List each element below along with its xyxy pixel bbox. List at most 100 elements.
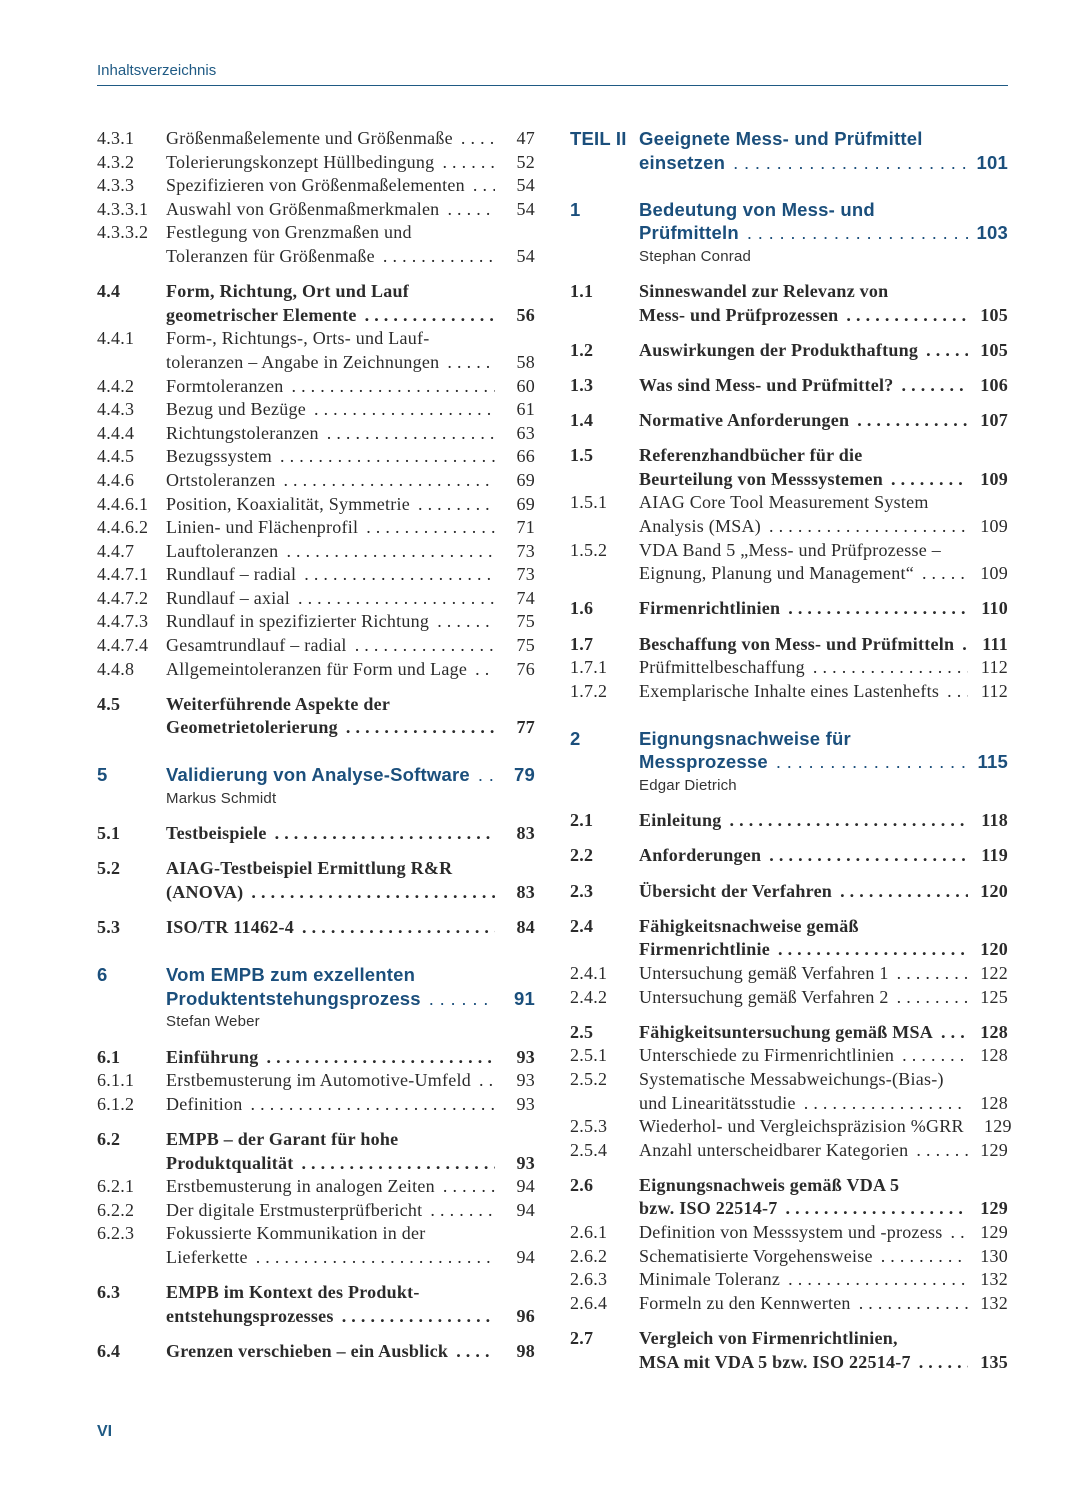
entry-body: Auswirkungen der Produkthaftung 105 (639, 339, 1008, 363)
toc-entry[interactable]: 4.3.1 Größenmaßelemente und Größenmaße 47 (97, 127, 535, 151)
toc-entry[interactable]: 5.2 AIAG-Testbeispiel Ermittlung R&R (ANOV… (97, 857, 535, 904)
dot-leader (933, 1021, 968, 1045)
entry-body: Beschaffung von Mess- und Prüfmitteln 111 (639, 633, 1008, 657)
toc-entry[interactable]: 1.5.1 AIAG Core Tool Measurement System An… (570, 491, 1008, 538)
toc-entry[interactable]: 6.3 EMPB im Kontext des Produkt-entstehun… (97, 1281, 535, 1328)
toc-entry[interactable]: 1.1 Sinneswandel zur Relevanz von Mess- un… (570, 280, 1008, 327)
toc-entry[interactable]: 4.3.3 Spezifizieren von Größenmaßelemente… (97, 174, 535, 198)
toc-entry[interactable]: 4.4.7.2 Rundlauf – axial 74 (97, 587, 535, 611)
entry-title-line: Mess- und Prüfprozessen (639, 304, 839, 325)
toc-entry[interactable]: 1.6 Firmenrichtlinien 110 (570, 597, 1008, 621)
toc-entry[interactable]: 6.2 EMPB – der Garant für hohe Produktqual… (97, 1128, 535, 1175)
toc-entry[interactable]: 2.5 Fähigkeitsuntersuchung gemäß MSA 128 (570, 1021, 1008, 1045)
toc-entry[interactable]: 6.2.3 Fokussierte Kommunikation in der Lie… (97, 1222, 535, 1269)
entry-title-last-line: Normative Anforderungen 107 (639, 409, 1008, 433)
toc-entry[interactable]: 6.1.1 Erstbemusterung im Automotive-Umfel… (97, 1069, 535, 1093)
toc-entry[interactable]: 4.5 Weiterführende Aspekte der Geometrieto… (97, 693, 535, 740)
entry-body: VDA Band 5 „Mess- und Prüfprozesse – Eign… (639, 539, 1008, 586)
toc-entry[interactable]: 2.4.2 Untersuchung gemäß Verfahren 2 125 (570, 986, 1008, 1010)
toc-entry[interactable]: 4.4.8 Allgemeintoleranzen für Form und La… (97, 658, 535, 682)
toc-entry[interactable]: 2.6.4 Formeln zu den Kennwerten 132 (570, 1292, 1008, 1316)
toc-entry[interactable]: 4.4.6 Ortstoleranzen 69 (97, 469, 535, 493)
toc-entry[interactable]: 1.2 Auswirkungen der Produkthaftung 105 (570, 339, 1008, 363)
toc-entry[interactable]: 2.6 Eignungsnachweis gemäß VDA 5 bzw. ISO … (570, 1174, 1008, 1221)
toc-entry[interactable]: 4.3.2 Tolerierungskonzept Hüllbedingung 52 (97, 151, 535, 175)
toc-entry[interactable]: 4.4.6.2 Linien- und Flächenprofil 71 (97, 516, 535, 540)
toc-entry[interactable]: 2.5.1 Unterschiede zu Firmenrichtlinien 12… (570, 1044, 1008, 1068)
entry-body: Übersicht der Verfahren 120 (639, 880, 1008, 904)
toc-entry[interactable]: 2.6.3 Minimale Toleranz 132 (570, 1268, 1008, 1292)
entry-title-line: Geometrietolerierung (166, 717, 338, 738)
toc-entry[interactable]: 6.1 Einführung 93 (97, 1046, 535, 1070)
toc-entry[interactable]: 4.4.2 Formtoleranzen 60 (97, 375, 535, 399)
entry-title-last-line: Spezifizieren von Größenmaßelementen 54 (166, 174, 535, 198)
entry-title-last-line: Auswirkungen der Produkthaftung 105 (639, 339, 1008, 363)
toc-entry[interactable]: 6.1.2 Definition 93 (97, 1093, 535, 1117)
entry-page-number: 96 (516, 1305, 535, 1326)
toc-entry[interactable]: 4.4.3 Bezug und Bezüge 61 (97, 398, 535, 422)
toc-entry[interactable]: 5 Validierung von Analyse-Software 79 Marku… (97, 763, 535, 810)
dot-leader (761, 844, 968, 868)
entry-number: 2.5.2 (570, 1068, 608, 1089)
entry-title-last-line: Definition von Messsystem und -prozess 12… (639, 1221, 1008, 1245)
toc-entry[interactable]: 5.3 ISO/TR 11462-4 84 (97, 916, 535, 940)
toc-entry[interactable]: 1.7 Beschaffung von Mess- und Prüfmitteln… (570, 633, 1008, 657)
entry-number: 4.4 (97, 281, 121, 302)
toc-entry[interactable]: 4.4.4 Richtungstoleranzen 63 (97, 422, 535, 446)
toc-entry[interactable]: 4.4.6.1 Position, Koaxialität, Symmetrie 6… (97, 493, 535, 517)
toc-entry[interactable]: 1.4 Normative Anforderungen 107 (570, 409, 1008, 433)
toc-entry[interactable]: 6 Vom EMPB zum exzellenten Produktentstehu… (97, 963, 535, 1034)
toc-entry[interactable]: 2.4 Fähigkeitsnachweise gemäß Firmenrichtl… (570, 915, 1008, 962)
dot-leader (780, 1268, 968, 1292)
toc-entry[interactable]: 4.4.7.1 Rundlauf – radial 73 (97, 563, 535, 587)
dot-leader (347, 634, 495, 658)
toc-entry[interactable]: 1.7.2 Exemplarische Inhalte eines Lastenh… (570, 680, 1008, 704)
entry-number: 1.3 (570, 374, 594, 395)
toc-entry[interactable]: 4.4.7 Lauftoleranzen 73 (97, 540, 535, 564)
toc-entry[interactable]: 4.4 Form, Richtung, Ort und Lauf geometris… (97, 280, 535, 327)
entry-number: 2.6.1 (570, 1222, 608, 1243)
entry-body: Anforderungen 119 (639, 844, 1008, 868)
entry-title-line: Beschaffung von Mess- und Prüfmitteln (639, 633, 955, 654)
toc-entry[interactable]: 2.5.4 Anzahl unterscheidbarer Kategorien 1… (570, 1139, 1008, 1163)
entry-title-line: Auswahl von Größenmaßmerkmalen (166, 198, 440, 219)
toc-entry[interactable]: 6.2.2 Der digitale Erstmusterprüfbericht 9… (97, 1199, 535, 1223)
toc-entry[interactable]: 2.2 Anforderungen 119 (570, 844, 1008, 868)
toc-entry[interactable]: 2.7 Vergleich von Firmenrichtlinien, MSA m… (570, 1327, 1008, 1374)
toc-entry[interactable]: 4.4.5 Bezugssystem 66 (97, 445, 535, 469)
dot-leader (908, 1139, 968, 1163)
entry-number: 2.1 (570, 810, 594, 831)
toc-entry[interactable]: 2.1 Einleitung 118 (570, 809, 1008, 833)
entry-title-last-line: Formeln zu den Kennwerten 132 (639, 1292, 1008, 1316)
toc-entry[interactable]: 2.5.3 Wiederhol- und Vergleichspräzision … (570, 1115, 1012, 1139)
toc-entry[interactable]: 6.2.1 Erstbemusterung in analogen Zeiten 9… (97, 1175, 535, 1199)
toc-entry[interactable]: 2.4.1 Untersuchung gemäß Verfahren 1 122 (570, 962, 1008, 986)
entry-title-last-line: Exemplarische Inhalte eines Lastenhefts 1… (639, 680, 1008, 704)
toc-entry[interactable]: 4.3.3.1 Auswahl von Größenmaßmerkmalen 54 (97, 198, 535, 222)
entry-number: 5 (97, 764, 108, 786)
toc-entry[interactable]: 6.4 Grenzen verschieben – ein Ausblick 98 (97, 1340, 535, 1364)
toc-entry[interactable]: 1.5 Referenzhandbücher für die Beurteilung… (570, 444, 1008, 491)
toc-entry[interactable]: TEIL II Geeignete Mess- und Prüfmittel ein… (570, 127, 1008, 174)
toc-entry[interactable]: 2.6.1 Definition von Messsystem und -proz… (570, 1221, 1008, 1245)
toc-entry[interactable]: 2.3 Übersicht der Verfahren 120 (570, 880, 1008, 904)
toc-entry[interactable]: 2.5.2 Systematische Messabweichungs-(Bias… (570, 1068, 1008, 1115)
toc-entry[interactable]: 4.4.1 Form-, Richtungs-, Orts- und Lauf-t… (97, 327, 535, 374)
entry-title-line: einsetzen (639, 151, 726, 173)
toc-entry[interactable]: 2.6.2 Schematisierte Vorgehensweise 130 (570, 1245, 1008, 1269)
entry-title-line: Eignungsnachweis gemäß VDA 5 (639, 1174, 900, 1195)
toc-entry[interactable]: 1.5.2 VDA Band 5 „Mess- und Prüfprozesse … (570, 539, 1008, 586)
entry-page-number: 135 (980, 1351, 1008, 1372)
toc-entry[interactable]: 4.4.7.3 Rundlauf in spezifizierter Richtu… (97, 610, 535, 634)
toc-entry[interactable]: 4.4.7.4 Gesamtrundlauf – radial 75 (97, 634, 535, 658)
toc-entry[interactable]: 1.7.1 Prüfmittelbeschaffung 112 (570, 656, 1008, 680)
entry-page-number: 128 (980, 1092, 1008, 1113)
dot-leader (761, 515, 968, 539)
toc-entry[interactable]: 4.3.3.2 Festlegung von Grenzmaßen und Tole… (97, 221, 535, 268)
entry-page-number: 130 (980, 1245, 1008, 1266)
entry-title-last-line: einsetzen 101 (639, 151, 1008, 175)
toc-entry[interactable]: 5.1 Testbeispiele 83 (97, 822, 535, 846)
toc-entry[interactable]: 1.3 Was sind Mess- und Prüfmittel? 106 (570, 374, 1008, 398)
